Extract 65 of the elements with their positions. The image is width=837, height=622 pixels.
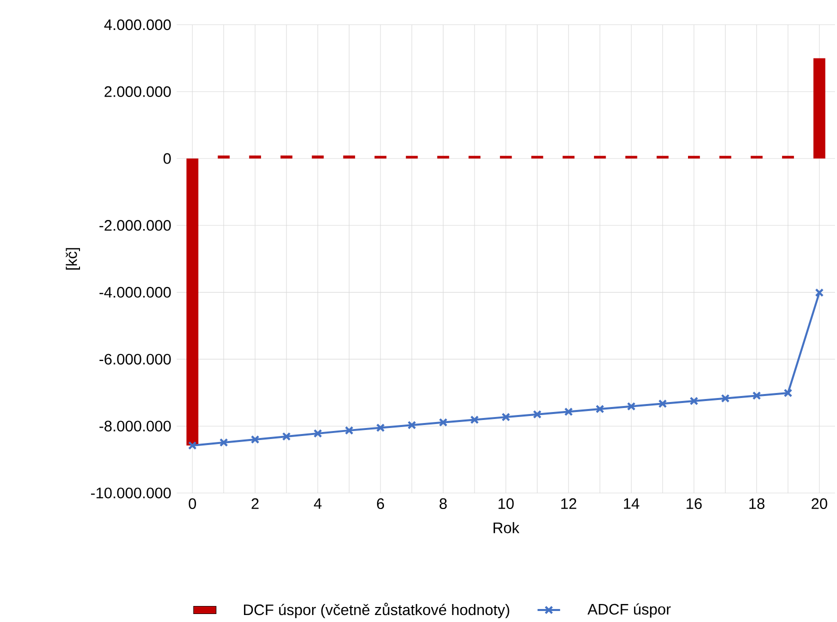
bar: [437, 156, 450, 159]
bar: [813, 58, 826, 159]
x-tick-label: 12: [561, 498, 576, 510]
point: [596, 404, 604, 414]
point: [470, 416, 479, 424]
bar: [688, 156, 700, 159]
y-tick-label: 2.000.000: [104, 86, 171, 98]
bar: [249, 156, 262, 159]
bar: [500, 156, 512, 159]
point: [532, 410, 542, 419]
bar: [312, 156, 324, 159]
point: [720, 394, 730, 403]
bar: [719, 156, 732, 159]
point: [564, 408, 573, 416]
point: [219, 438, 228, 447]
x-tick-label: 0: [188, 498, 196, 510]
legend-label: DCF úspor (včetně zůstatkové hodnoty): [244, 602, 510, 618]
point: [250, 435, 260, 444]
bar: [594, 156, 606, 159]
bar: [468, 156, 480, 159]
bar: [374, 156, 386, 159]
bar: [343, 156, 356, 159]
bar: [625, 156, 638, 159]
point: [784, 388, 792, 398]
bar: [750, 156, 763, 159]
point: [438, 418, 448, 427]
bar: [218, 156, 230, 159]
bar: [280, 156, 292, 159]
bar: [406, 156, 418, 159]
bar: [531, 156, 544, 159]
point: [815, 288, 824, 298]
point: [188, 441, 197, 450]
point: [658, 400, 667, 408]
y-tick-label: -4.000.000: [100, 287, 171, 298]
y-axis-title: [kč]: [66, 248, 80, 270]
y-tick-label: -8.000.000: [100, 420, 171, 432]
point: [313, 429, 322, 438]
point: [282, 432, 291, 441]
x-tick-label: 20: [812, 498, 828, 510]
x-tick-label: 14: [624, 498, 640, 509]
point: [408, 420, 416, 430]
bar: [782, 156, 794, 159]
legend-label: ADCF úspor: [588, 603, 671, 618]
x-tick-label: 18: [749, 498, 764, 510]
bar: [656, 156, 669, 159]
x-tick-label: 8: [440, 498, 447, 510]
y-tick-label: 4.000.000: [104, 20, 171, 30]
y-tick-label: -10.000.000: [91, 488, 171, 499]
point: [376, 424, 385, 432]
x-tick-label: 6: [377, 498, 384, 510]
point: [690, 396, 698, 406]
x-axis-title: Rok: [494, 522, 520, 534]
y-tick-label: -6.000.000: [100, 354, 171, 365]
y-tick-label: 0: [164, 153, 171, 164]
point: [626, 402, 636, 411]
x-tick-label: 2: [252, 498, 259, 510]
x-tick-label: 4: [314, 498, 322, 509]
y-tick-label: -2.000.000: [100, 220, 171, 231]
bar: [562, 156, 575, 159]
point: [752, 391, 761, 400]
bar: [186, 158, 198, 446]
point: [344, 426, 354, 435]
x-tick-label: 16: [686, 498, 702, 510]
point: [502, 412, 510, 422]
x-tick-label: 10: [498, 498, 514, 510]
